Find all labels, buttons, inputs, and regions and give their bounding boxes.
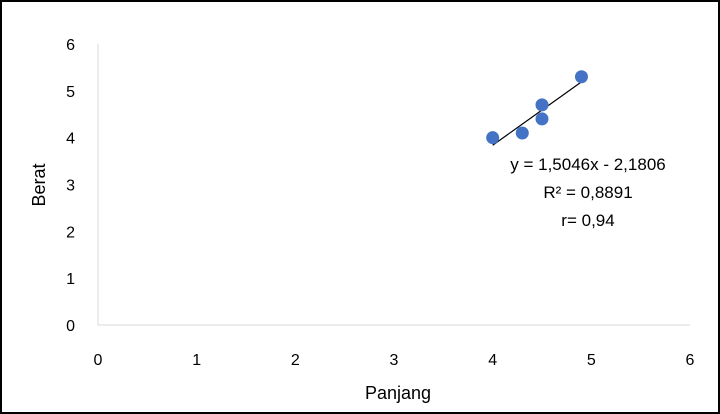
correlation-label: r= 0,94 (561, 211, 614, 230)
x-tick-label: 0 (94, 352, 103, 369)
y-tick-label: 5 (66, 84, 75, 101)
y-tick-labels: 0 1 2 3 4 5 6 (66, 37, 75, 335)
y-tick-label: 0 (66, 318, 75, 335)
r-squared-label: R² = 0,8891 (543, 183, 632, 202)
trendline-equation: y = 1,5046x - 2,1806 (510, 155, 665, 174)
y-tick-label: 1 (66, 271, 75, 288)
x-axis-label: Panjang (365, 383, 431, 403)
x-tick-labels: 0 1 2 3 4 5 6 (94, 352, 695, 369)
y-tick-label: 2 (66, 224, 75, 241)
x-tick-label: 4 (488, 352, 497, 369)
data-points (486, 70, 588, 145)
axes (97, 44, 690, 326)
data-point (486, 131, 500, 145)
data-point (574, 70, 588, 84)
x-tick-label: 5 (587, 352, 596, 369)
data-point (535, 98, 549, 112)
data-point (515, 126, 529, 140)
x-tick-label: 6 (686, 352, 695, 369)
x-tick-label: 2 (291, 352, 300, 369)
y-axis-label: Berat (29, 163, 49, 206)
x-tick-label: 1 (192, 352, 201, 369)
y-tick-label: 3 (66, 178, 75, 195)
x-tick-label: 3 (390, 352, 399, 369)
y-tick-label: 6 (66, 37, 75, 54)
trendline (492, 81, 582, 146)
data-point (535, 112, 549, 126)
y-tick-label: 4 (66, 131, 75, 148)
